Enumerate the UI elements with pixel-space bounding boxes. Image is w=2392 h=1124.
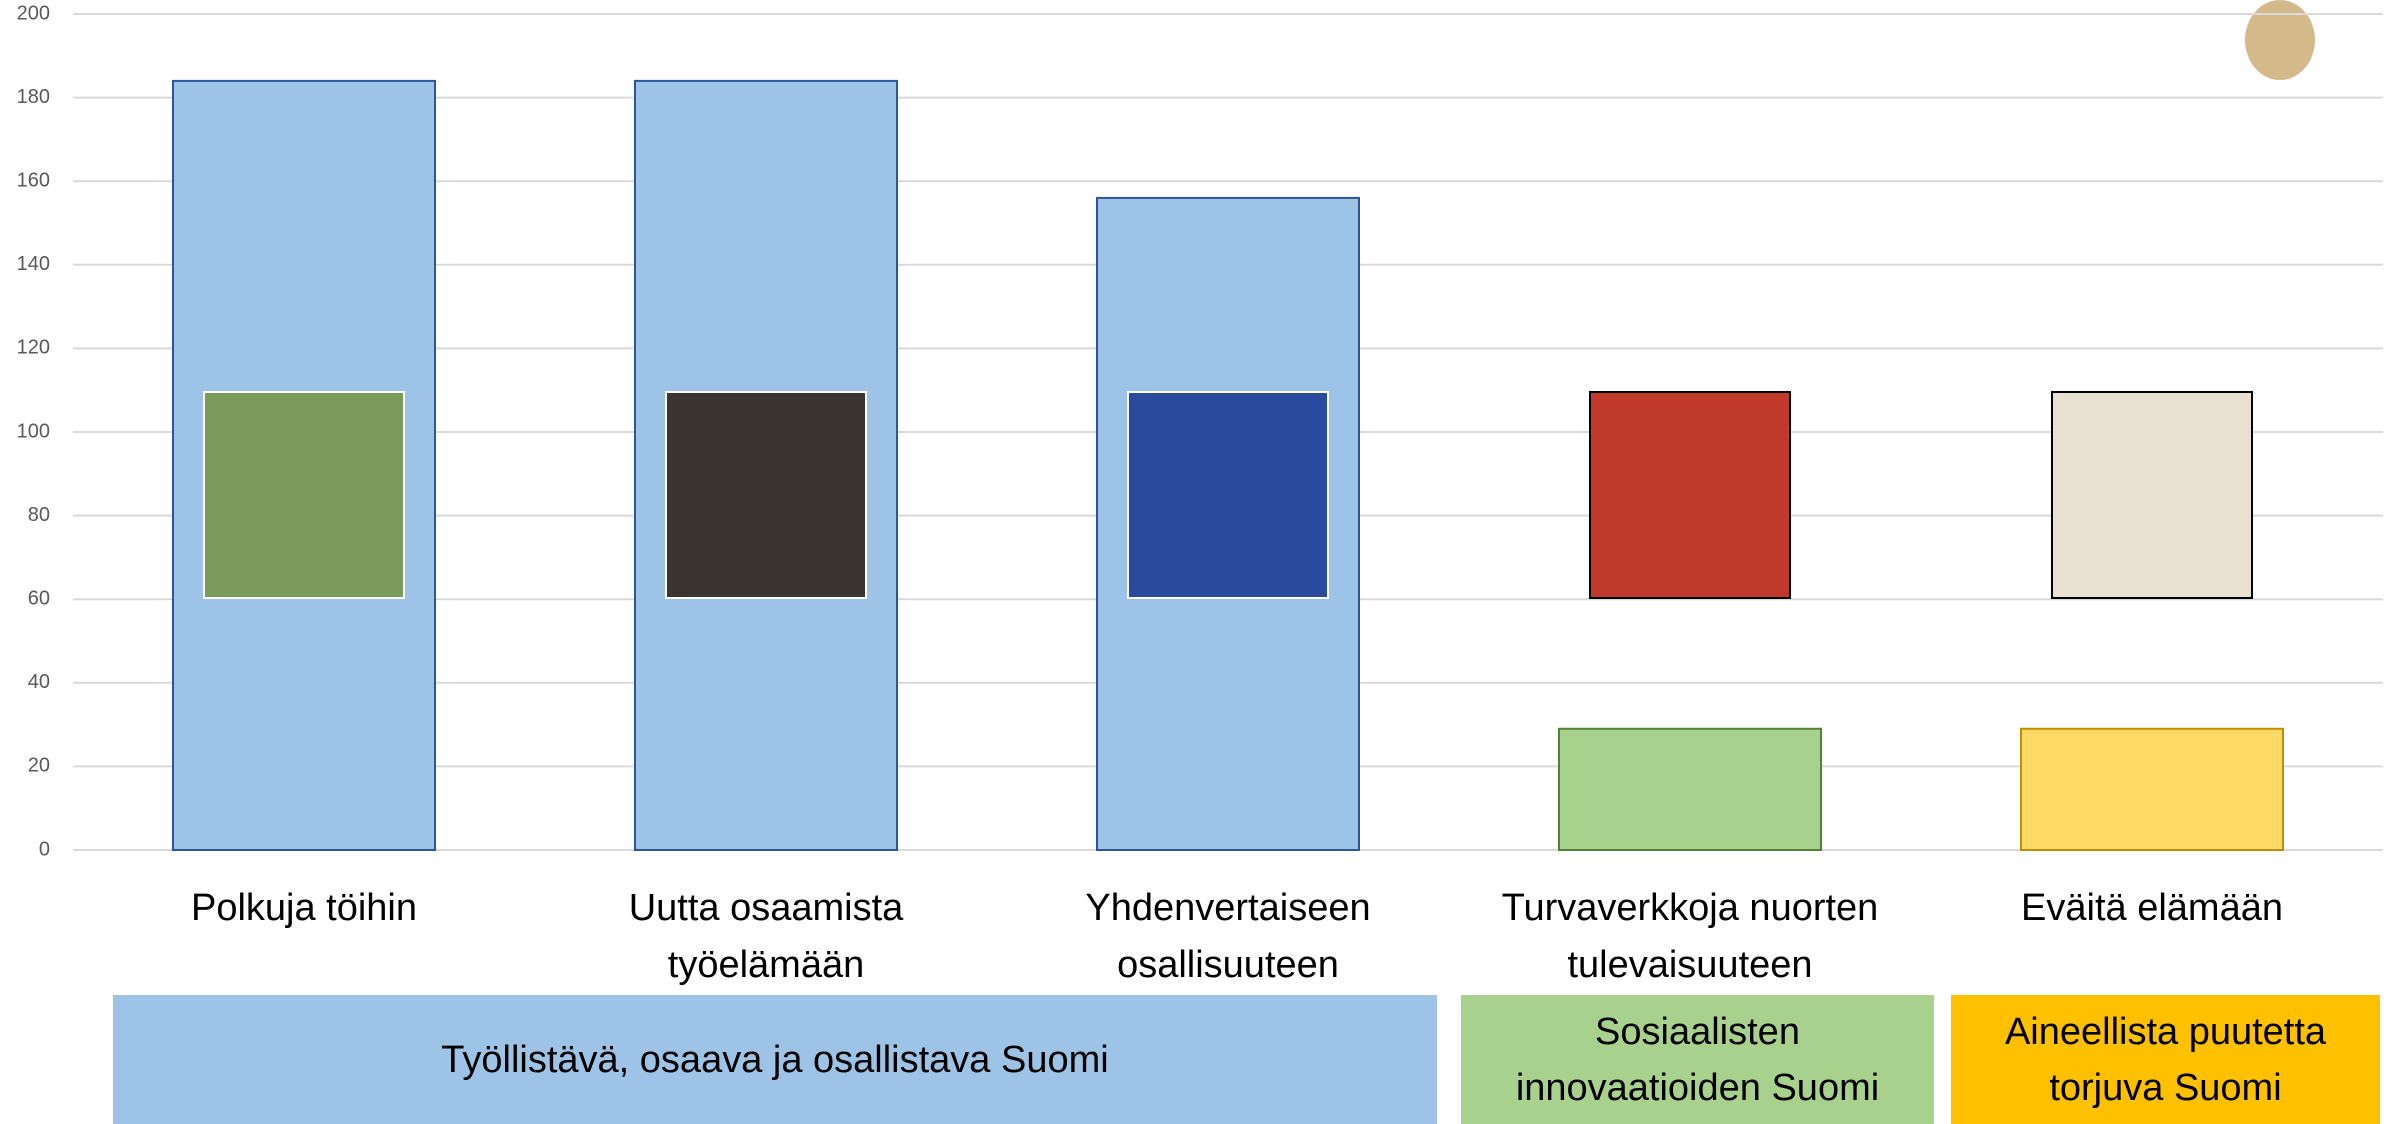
x-tick-label: Polkuja töihin [190,887,418,929]
y-tick-label: 80 [28,504,50,526]
x-tick-label: Turvaverkkoja nuorten tulevaisuuteen [1501,887,1879,986]
photo [1589,391,1791,599]
photo [2051,391,2253,599]
photo [203,391,405,599]
y-tick-label: 60 [28,587,50,609]
x-tick-label: Eväitä elämään [2021,887,2283,929]
group-label: Sosiaalisten innovaatioiden Suomi [1515,1010,1880,1109]
x-tick-label: Uutta osaamista työelämään [628,887,904,986]
photo [665,391,867,599]
y-tick-label: 180 [17,86,50,108]
bar [1558,727,1822,852]
y-tick-label: 160 [17,169,50,191]
y-tick-label: 0 [39,838,50,860]
group-label: Aineellista puutetta torjuva Suomi [2004,1010,2327,1109]
y-tick-label: 100 [17,420,50,442]
group-box: Aineellista puutetta torjuva Suomi [1951,995,2380,1124]
group-box: Sosiaalisten innovaatioiden Suomi [1461,995,1934,1124]
coat-of-arms [2245,0,2315,80]
y-tick-label: 200 [17,2,50,24]
y-tick-label: 20 [28,755,50,777]
photo [1127,391,1329,599]
y-tick-label: 40 [28,671,50,693]
bar [2020,727,2284,852]
group-box: Työllistävä, osaava ja osallistava Suomi [113,995,1437,1124]
y-tick-label: 140 [17,253,50,275]
x-tick-label: Yhdenvertaiseen osallisuuteen [1085,887,1371,986]
group-label: Työllistävä, osaava ja osallistava Suomi [441,1038,1109,1081]
y-tick-label: 120 [17,337,50,359]
